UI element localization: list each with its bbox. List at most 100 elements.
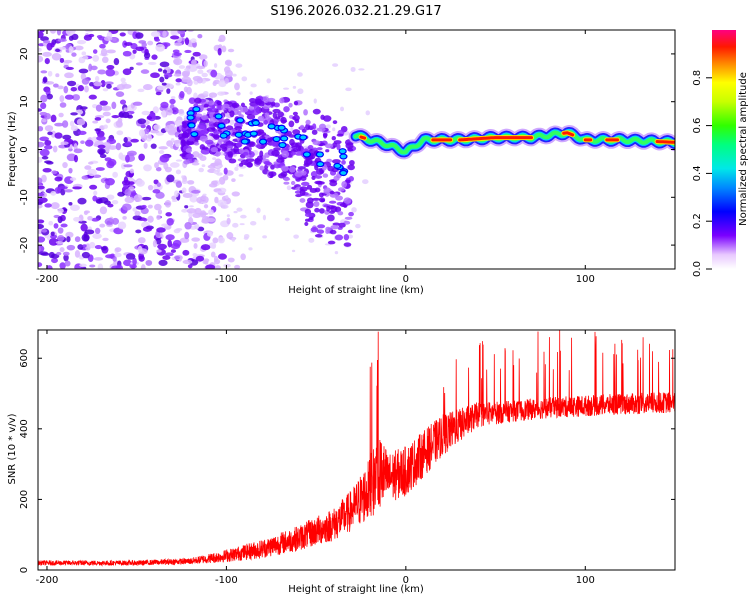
spectrogram-signal-blob <box>254 157 260 164</box>
spectrogram-noise-blob <box>56 251 62 256</box>
spectrogram-noise-blob <box>91 217 100 222</box>
spectrogram-signal-blob <box>280 119 288 123</box>
spectrogram-signal-blob <box>319 197 326 203</box>
spectrogram-noise-blob <box>102 111 111 117</box>
spectrogram-signal-blob <box>312 140 321 146</box>
spectrogram-noise-blob <box>106 160 115 169</box>
spectrogram-signal-blob <box>271 140 277 147</box>
spectrogram-noise-blob <box>84 210 91 214</box>
spectrogram-signal-blob <box>312 123 317 130</box>
spectrogram-signal-blob <box>300 176 307 181</box>
spectrogram-noise-blob <box>66 236 71 243</box>
spectrogram-noise-blob <box>41 174 47 183</box>
spectrogram-noise-blob <box>97 263 104 269</box>
spectrogram-noise-blob <box>178 109 185 114</box>
spectrogram-signal-blob <box>259 150 264 158</box>
spectrogram-hot-core <box>359 135 367 140</box>
spectrogram-signal-blob <box>235 141 243 148</box>
spectrogram-noise-blob <box>150 129 160 134</box>
spectrogram-signal-blob <box>240 102 246 108</box>
spectrogram-noise-blob <box>234 264 241 269</box>
y-tick-label: -10 <box>19 189 30 205</box>
spectrogram-noise-blob <box>151 54 158 60</box>
spectrogram-frame <box>37 29 676 270</box>
spectrogram-noise-blob <box>181 187 187 194</box>
spectrogram-noise-blob <box>96 135 106 141</box>
spectrogram-faint-blob <box>332 63 339 67</box>
spectrogram-faint-blob <box>170 137 175 142</box>
spectrogram-noise-blob <box>123 176 129 184</box>
spectrogram-noise-blob <box>100 48 108 57</box>
spectrogram-noise-blob <box>150 31 161 38</box>
spectrogram-signal-blob <box>226 125 234 131</box>
spectrogram-noise-blob <box>87 215 93 221</box>
spectrogram-signal-blob <box>246 113 256 120</box>
spectrogram-noise-blob <box>135 32 144 39</box>
spectrogram-noise-blob <box>155 191 165 199</box>
spectrogram-noise-blob <box>89 184 98 190</box>
spectrogram-noise-blob <box>84 165 92 170</box>
spectrogram-signal-blob <box>273 147 281 151</box>
spectrogram-signal-blob <box>301 181 310 187</box>
spectrogram-noise-blob <box>111 101 117 110</box>
spectrogram-noise-blob <box>65 30 75 36</box>
spectrogram-noise-blob <box>200 210 207 218</box>
colorbar-label: Normalized spectral amplitude <box>738 72 749 226</box>
spectrogram-noise-blob <box>99 100 108 106</box>
spectrogram-core-blob <box>258 138 268 145</box>
spectrogram-faint-blob <box>350 66 356 72</box>
spectrogram-noise-blob <box>99 154 107 159</box>
spectrogram-noise-blob <box>162 255 171 260</box>
spectrogram-noise-blob <box>64 189 73 193</box>
spectrogram-noise-blob <box>137 237 146 244</box>
spectrogram-noise-blob <box>191 237 201 242</box>
spectrogram-noise-blob <box>152 106 159 114</box>
spectrogram-noise-blob <box>74 250 81 258</box>
spectrogram-faint-blob <box>216 168 221 173</box>
spectrogram-signal-blob <box>334 206 342 213</box>
spectrogram-noise-blob <box>205 264 216 269</box>
spectrogram-signal-blob <box>338 222 346 228</box>
spectrogram-noise-blob <box>58 186 68 190</box>
spectrogram-noise-blob <box>70 112 78 116</box>
spectrogram-noise-blob <box>173 59 180 65</box>
spectrogram-signal-blob <box>329 229 337 235</box>
spectrogram-signal-blob <box>314 175 323 179</box>
spectrogram-faint-blob <box>249 91 253 95</box>
snr-y-label: SNR (10 * v/v) <box>7 413 18 484</box>
spectrogram-noise-blob <box>210 251 216 258</box>
spectrogram-noise-blob <box>112 171 118 178</box>
spectrogram-signal-blob <box>348 211 354 217</box>
spectrogram-signal-blob <box>198 122 207 130</box>
spectrogram-noise-blob <box>59 247 65 253</box>
spectrogram-noise-blob <box>142 218 148 222</box>
spectrogram-signal-blob <box>277 111 285 118</box>
spectrogram-signal-blob <box>294 118 300 124</box>
spectrogram-faint-blob <box>239 223 245 226</box>
spectrogram-noise-blob <box>152 189 161 194</box>
spectrogram-noise-blob <box>181 76 192 83</box>
spectrogram-noise-blob <box>148 61 157 66</box>
colorbar-ticks: 0.0 0.2 0.4 0.6 0.8 <box>692 70 712 277</box>
spectrogram-signal-blob <box>310 227 319 233</box>
spectrogram-signal-blob <box>268 171 277 177</box>
spectrogram-faint-blob <box>355 223 361 229</box>
spectrogram-faint-blob <box>198 167 204 173</box>
spectrogram-noise-blob <box>60 188 66 196</box>
spectrogram-noise-blob <box>50 202 60 210</box>
spectrogram-core-blob <box>277 124 286 131</box>
spectrogram-signal-blob <box>322 173 329 178</box>
spectrogram-noise-blob <box>72 94 81 101</box>
spectrogram-noise-blob <box>78 220 87 224</box>
x-tick-label: -100 <box>215 575 238 586</box>
spectrogram-signal-blob <box>271 149 280 157</box>
spectrogram-noise-blob <box>100 246 108 251</box>
spectrogram-noise-blob <box>170 242 181 250</box>
spectrogram-signal-blob <box>183 159 191 165</box>
spectrogram-signal-blob <box>313 200 320 208</box>
spectrogram-noise-blob <box>102 88 109 92</box>
spectrogram-core-blob <box>280 135 289 142</box>
spectrogram-noise-blob <box>123 107 128 112</box>
spectrogram-core-blob <box>190 131 199 138</box>
spectrogram-noise-blob <box>106 64 115 70</box>
